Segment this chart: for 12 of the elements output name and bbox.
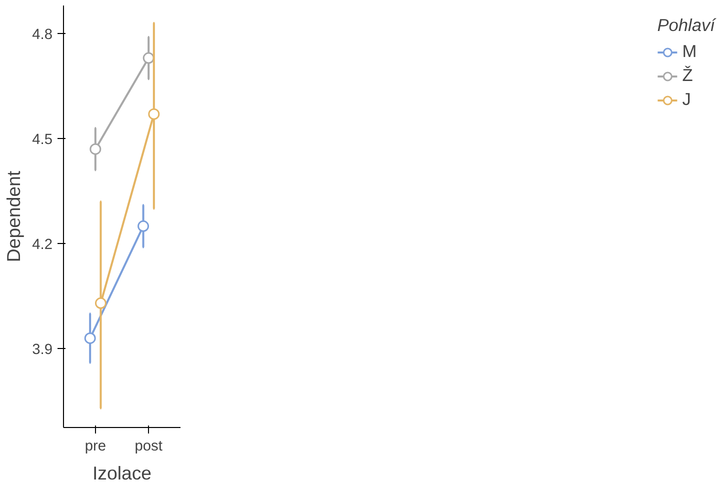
- legend-label: Ž: [682, 65, 694, 86]
- y-tick-label: 3.9: [32, 342, 52, 358]
- y-tick-label: 4.8: [32, 27, 52, 44]
- y-axis-title: Dependent: [3, 170, 24, 262]
- legend-label: J: [682, 89, 692, 110]
- y-tick-label: 4.5: [32, 132, 52, 148]
- x-tick-label: pre: [84, 438, 106, 454]
- y-tick-label: 4.2: [32, 237, 52, 254]
- legend-label: M: [682, 41, 698, 62]
- x-axis-title: Izolace: [92, 462, 152, 484]
- x-tick-label: post: [134, 438, 162, 454]
- legend-title: Pohlaví: [657, 15, 715, 36]
